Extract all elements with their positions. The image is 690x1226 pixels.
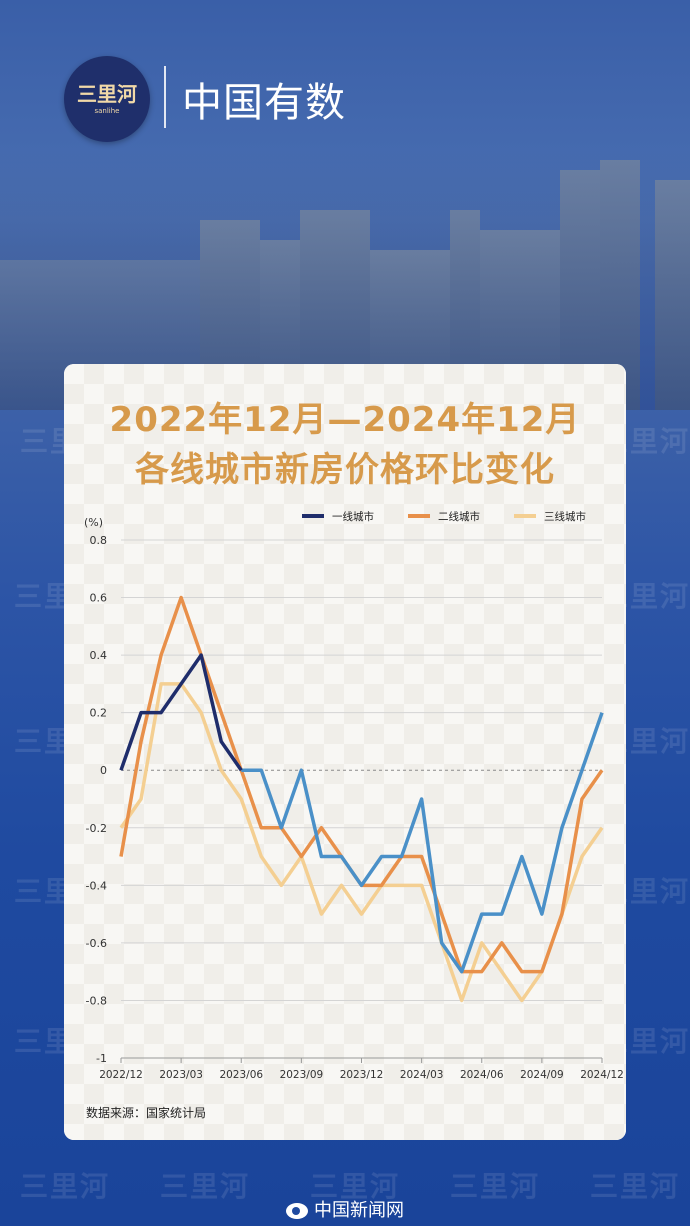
y-tick-label: -0.8 xyxy=(86,994,107,1007)
y-tick-label: 0.8 xyxy=(90,534,108,547)
legend-label: 一线城市 xyxy=(332,510,374,523)
logo-text: 三里河 xyxy=(77,82,137,106)
line-chart: 0.8 0.6 0.4 0.2 0 -0.2 -0.4 -0.6 -0.8 -1 (%) 2022/1… xyxy=(84,510,624,1081)
y-tick-label: -0.4 xyxy=(86,879,107,892)
y-tick-label: -1 xyxy=(96,1052,107,1065)
x-tick-label: 2024/03 xyxy=(400,1069,444,1081)
card-background xyxy=(64,364,626,1140)
footer-credit: 中国新闻网 xyxy=(0,1196,690,1222)
series-line-tier3 xyxy=(119,682,604,1003)
x-tick-label: 2023/03 xyxy=(159,1069,203,1081)
watermark: 三里河 xyxy=(310,1170,401,1203)
x-tick-label: 2023/12 xyxy=(340,1069,384,1081)
y-tick-label: 0.4 xyxy=(90,649,108,662)
x-tick-label: 2023/06 xyxy=(219,1069,263,1081)
brand-name: 中国有数 xyxy=(182,80,346,126)
y-tick-label: -0.6 xyxy=(86,937,107,950)
watermark: 三里河 xyxy=(160,1170,251,1203)
y-tick-label: 0 xyxy=(100,764,107,777)
data-source: 数据来源：国家统计局 xyxy=(86,1106,207,1120)
series-line-tier1-late xyxy=(241,712,604,974)
watermark: 三里河 xyxy=(590,1170,681,1203)
chart-title-line2: 各线城市新房价格环比变化 xyxy=(135,450,555,490)
watermark: 三里河 xyxy=(450,1170,541,1203)
x-tick-label: 2024/06 xyxy=(460,1069,504,1081)
chart-card: 2022年12月—2024年12月 各线城市新房价格环比变化 0.8 0.6 0.4… xyxy=(64,364,626,1140)
y-tick-label: 0.2 xyxy=(90,707,108,720)
y-tick-label: 0.6 xyxy=(90,592,108,605)
y-axis-unit: (%) xyxy=(84,516,103,529)
legend-label: 二线城市 xyxy=(438,510,480,523)
x-tick-label: 2024/12 xyxy=(580,1069,624,1081)
watermark: 三里河 xyxy=(20,1170,111,1203)
chart-title-line1: 2022年12月—2024年12月 xyxy=(109,400,581,440)
series-line-tier1 xyxy=(119,653,243,772)
logo-divider xyxy=(164,66,166,128)
weibo-icon xyxy=(286,1203,308,1219)
footer-text: 中国新闻网 xyxy=(314,1200,404,1221)
legend-label: 三线城市 xyxy=(544,510,586,523)
x-tick-label: 2023/09 xyxy=(280,1069,324,1081)
y-tick-label: -0.2 xyxy=(86,822,107,835)
sanlihe-logo: 三里河 sanlihe xyxy=(64,56,150,142)
x-tick-label: 2022/12 xyxy=(99,1069,143,1081)
x-tick-label: 2024/09 xyxy=(520,1069,564,1081)
logo-subtext: sanlihe xyxy=(94,107,120,115)
